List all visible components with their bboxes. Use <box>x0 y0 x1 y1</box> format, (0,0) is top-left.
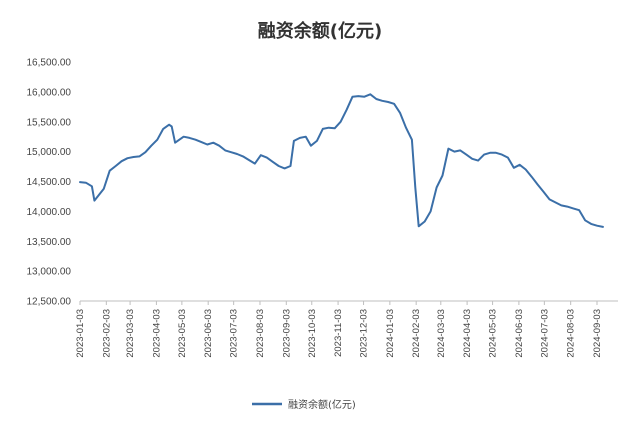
chart-title: 融资余额(亿元) <box>258 20 382 42</box>
x-tick-label: 2024-08-03 <box>566 309 577 358</box>
y-tick-label: 13,000.00 <box>27 267 72 278</box>
y-tick-label: 15,000.00 <box>27 147 72 158</box>
legend: 融资余额(亿元) <box>252 398 356 411</box>
legend-label: 融资余额(亿元) <box>288 398 356 411</box>
y-tick-label: 13,500.00 <box>27 237 72 248</box>
x-tick-label: 2023-04-03 <box>151 309 162 358</box>
y-tick-label: 15,500.00 <box>27 117 72 128</box>
x-tick-label: 2023-03-03 <box>125 309 136 358</box>
x-tick-label: 2024-05-03 <box>488 309 499 358</box>
x-tick-label: 2023-05-03 <box>177 309 188 358</box>
x-tick-label: 2023-07-03 <box>229 309 240 358</box>
x-tick-label: 2023-12-03 <box>359 309 370 358</box>
x-tick-label: 2023-01-03 <box>75 309 86 358</box>
x-tick-label: 2023-10-03 <box>307 309 318 358</box>
x-tick-label: 2024-01-03 <box>385 309 396 358</box>
x-axis: 2023-01-03 2023-02-03 2023-03-03 2023-04-03… <box>75 300 618 358</box>
x-tick-label: 2023-09-03 <box>281 309 292 358</box>
x-tick-label: 2023-08-03 <box>255 309 266 358</box>
y-tick-label: 14,500.00 <box>27 177 72 188</box>
y-tick-label: 16,500.00 <box>27 58 72 69</box>
x-tick-label: 2024-03-03 <box>436 309 447 358</box>
x-tick-label: 2024-09-03 <box>592 309 603 358</box>
series-group <box>79 93 604 228</box>
y-tick-label: 12,500.00 <box>27 297 72 308</box>
x-tick-label: 2024-04-03 <box>462 309 473 358</box>
y-tick-label: 14,000.00 <box>27 207 72 218</box>
y-tick-label: 16,000.00 <box>27 87 72 98</box>
x-tick-label: 2023-06-03 <box>203 309 214 358</box>
y-axis: 12,500.00 13,000.00 13,500.00 14,000.00 14,5… <box>27 58 72 308</box>
x-tick-label: 2024-07-03 <box>539 309 550 358</box>
x-tick-label: 2023-11-03 <box>333 309 344 357</box>
x-tick-label: 2023-02-03 <box>101 309 112 358</box>
x-tick-label: 2024-06-03 <box>514 309 525 358</box>
x-tick-label: 2024-02-03 <box>411 309 422 358</box>
series-line <box>79 93 604 228</box>
